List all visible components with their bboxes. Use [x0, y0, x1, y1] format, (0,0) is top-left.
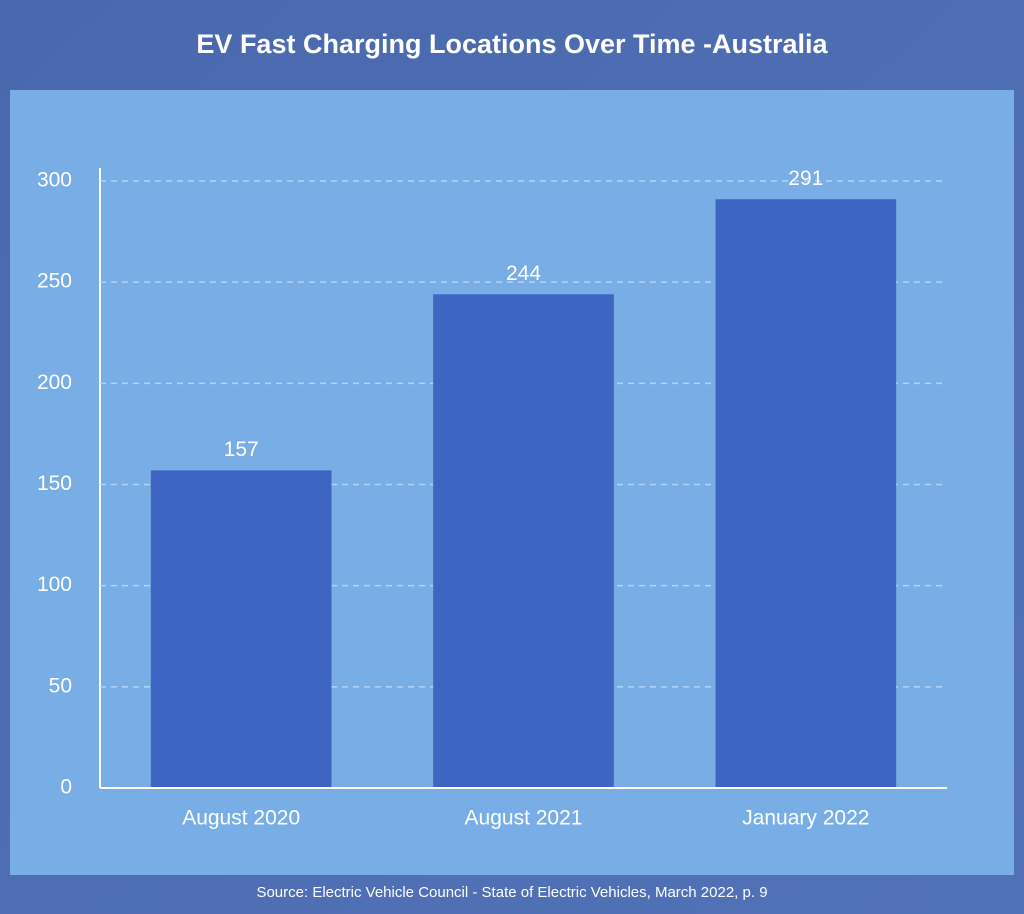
x-tick-label: January 2022 [742, 807, 869, 830]
y-tick-label: 300 [37, 169, 72, 192]
y-tick-label: 0 [60, 776, 72, 799]
value-label: 157 [224, 438, 259, 461]
y-tick-label: 100 [37, 573, 72, 596]
bar [433, 294, 614, 788]
bar [715, 199, 897, 788]
y-tick-label: 250 [37, 270, 72, 293]
source-note: Source: Electric Vehicle Council - State… [256, 884, 767, 901]
y-tick-label: 200 [37, 371, 72, 394]
y-tick-label: 50 [49, 674, 72, 697]
bar [150, 470, 332, 788]
x-tick-label: August 2021 [465, 807, 583, 830]
y-tick-label: 150 [37, 472, 72, 495]
value-label: 291 [788, 167, 823, 190]
x-tick-label: August 2020 [182, 807, 300, 830]
chart-title: EV Fast Charging Locations Over Time -Au… [196, 29, 828, 59]
value-label: 244 [506, 262, 541, 285]
